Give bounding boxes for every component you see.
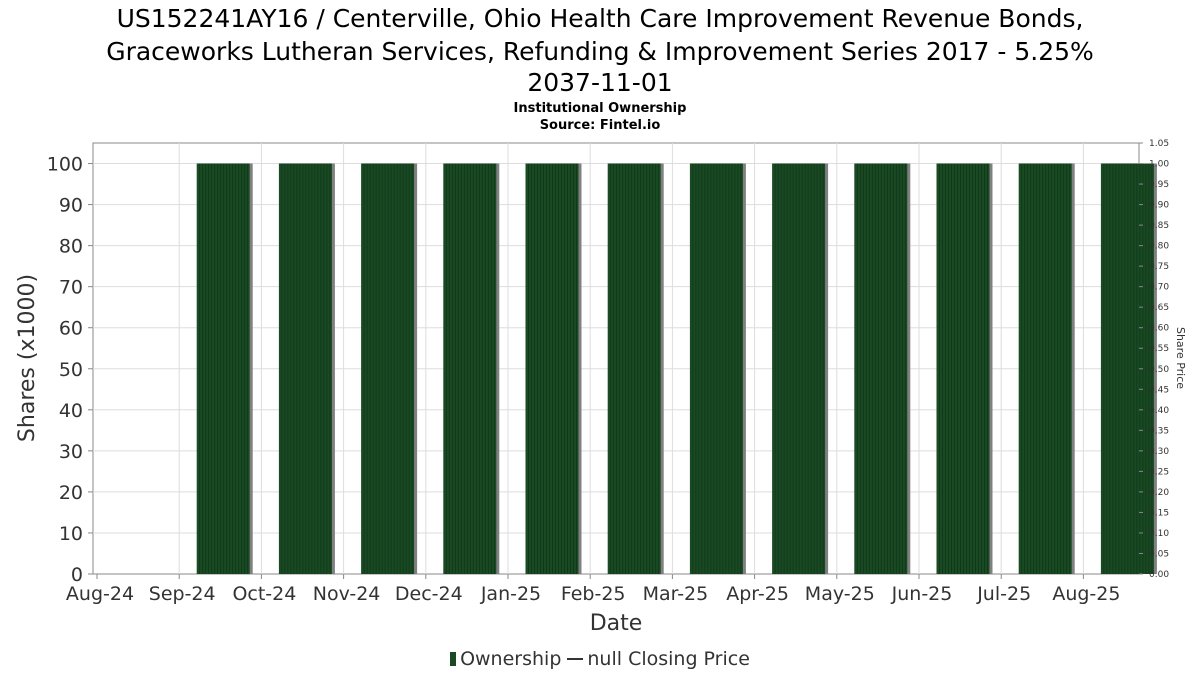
y-tick-label: 60 [59, 318, 83, 340]
x-axis-label: Date [590, 611, 643, 636]
y2-tick-label: 0.65 [1149, 303, 1169, 313]
y2-tick-label: 0.55 [1149, 344, 1169, 354]
y2-tick-label: 0.00 [1149, 570, 1169, 580]
y2-tick-label: 0.75 [1149, 262, 1169, 272]
x-tick-label: Dec-24 [395, 583, 463, 605]
y-tick-label: 10 [59, 523, 83, 545]
y2-tick-label: 0.90 [1149, 201, 1169, 211]
y2-tick-label: 0.50 [1149, 365, 1169, 375]
x-tick-label: Jul-25 [976, 583, 1031, 605]
x-tick-label: Sep-24 [149, 583, 216, 605]
y-tick-label: 20 [59, 482, 83, 504]
y-tick-label: 50 [59, 359, 83, 381]
y2-tick-label: 1.05 [1149, 139, 1169, 149]
chart-subtitle-1: Institutional Ownership [513, 101, 687, 116]
y2-tick-label: 0.80 [1149, 242, 1169, 252]
bars [196, 163, 1157, 574]
chart-title-line-1: US152241AY16 / Centerville, Ohio Health … [116, 4, 1084, 33]
y-tick-label: 80 [59, 236, 83, 258]
y-tick-label: 100 [47, 154, 83, 176]
y-axis-label: Shares (x1000) [15, 274, 40, 442]
y2-tick-label: 0.35 [1149, 426, 1169, 436]
x-tick-label: Nov-24 [313, 583, 381, 605]
y2-tick-label: 0.05 [1149, 549, 1169, 559]
y-tick-label: 90 [59, 195, 83, 217]
x-tick-label: Mar-25 [643, 583, 709, 605]
x-tick-label: Jun-25 [891, 583, 953, 605]
y2-tick-label: 1.00 [1149, 160, 1169, 170]
y-axis-ticks: 0 10 20 30 40 50 60 70 80 90 100 [47, 154, 93, 586]
legend-price-label: null Closing Price [587, 648, 750, 670]
y2-tick-label: 0.30 [1149, 447, 1169, 457]
y2-tick-label: 0.95 [1149, 180, 1169, 190]
y2-tick-label: 0.45 [1149, 385, 1169, 395]
x-tick-label: Feb-25 [561, 583, 626, 605]
y-tick-label: 40 [59, 400, 83, 422]
legend: Ownership null Closing Price [0, 648, 1200, 670]
legend-ownership-label: Ownership [460, 648, 562, 670]
y-tick-label: 70 [59, 277, 83, 299]
y2-tick-label: 0.25 [1149, 467, 1169, 477]
legend-ownership-swatch [450, 652, 457, 666]
y2-tick-label: 0.40 [1149, 406, 1169, 416]
x-tick-label: Jan-25 [480, 583, 541, 605]
chart-subtitle-2: Source: Fintel.io [539, 118, 661, 133]
chart-title-line-2: Graceworks Lutheran Services, Refunding … [106, 37, 1094, 66]
y2-tick-label: 0.15 [1149, 508, 1169, 518]
y2-tick-label: 0.20 [1149, 488, 1169, 498]
y2-tick-label: 0.85 [1149, 221, 1169, 231]
y-tick-label: 30 [59, 441, 83, 463]
chart-title-line-3: 2037-11-01 [527, 68, 673, 97]
y2-tick-label: 0.60 [1149, 324, 1169, 334]
x-tick-label: Aug-24 [66, 583, 134, 605]
y2-tick-label: 0.70 [1149, 283, 1169, 293]
y2-tick-label: 0.10 [1149, 529, 1169, 539]
y-tick-label: 0 [71, 564, 83, 586]
x-axis-ticks: Aug-24 Sep-24 Oct-24 Nov-24 Dec-24 Jan-25 Feb-… [66, 574, 1120, 605]
x-tick-label: Oct-24 [232, 583, 296, 605]
x-tick-label: May-25 [805, 583, 875, 605]
y2-axis-ticks: 0.00 0.05 0.10 0.15 0.20 0.25 0.30 0.35 0.40 0.45… [1139, 139, 1169, 580]
x-tick-label: Apr-25 [726, 583, 789, 605]
x-tick-label: Aug-25 [1052, 583, 1120, 605]
y2-axis-label: Share Price [1174, 327, 1187, 389]
legend-price-line [567, 658, 584, 660]
